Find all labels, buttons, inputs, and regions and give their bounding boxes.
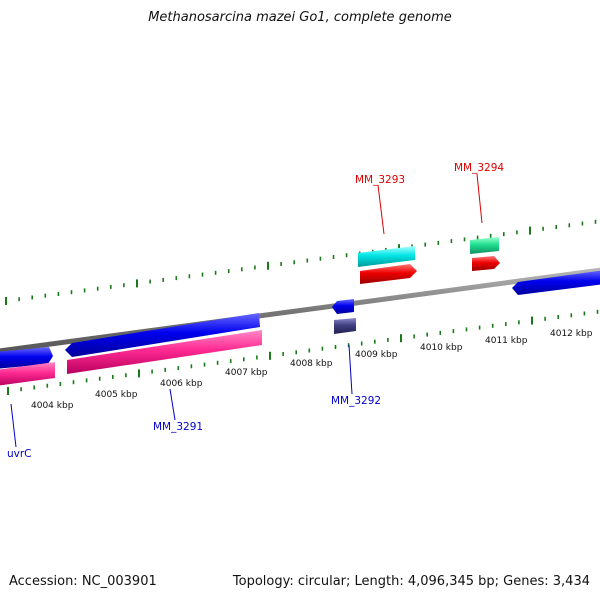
tick-label: 4010 kbp — [420, 343, 463, 353]
cds-reverse-4012 — [512, 270, 600, 295]
tick-labels: 4004 kbp 4005 kbp 4006 kbp 4007 kbp 4008 kbp… — [31, 329, 593, 411]
tick-label: 4004 kbp — [31, 401, 74, 411]
tick-label: 4008 kbp — [290, 359, 333, 369]
rna-MM-3294 — [470, 237, 499, 254]
gene-label-uvrc: uvrC — [7, 448, 32, 460]
accession-text: Accession: NC_003901 — [9, 574, 157, 589]
tick-label: 4011 kbp — [485, 336, 528, 346]
gene-MM-3293 — [358, 246, 415, 267]
cds-MM-3291 — [65, 313, 260, 357]
tick-label: 4006 kbp — [160, 379, 203, 389]
gene-MM-3291 — [67, 330, 262, 374]
feature-MM-3292 — [334, 318, 356, 334]
gene-labels: MM_3293 MM_3294 MM_3292 MM_3291 uvrC — [7, 162, 504, 460]
outer-tick-ring — [5, 219, 597, 305]
tick-label: 4007 kbp — [225, 368, 268, 378]
tick-label: 4005 kbp — [95, 390, 138, 400]
cds-MM-3292 — [332, 299, 354, 314]
genome-summary-text: Topology: circular; Length: 4,096,345 bp… — [232, 574, 590, 589]
gene-label-mm-3294: MM_3294 — [454, 162, 504, 174]
gene-uvrC — [0, 362, 55, 386]
map-title: Methanosarcina mazei Go1, complete genom… — [148, 10, 452, 25]
tick-label: 4012 kbp — [550, 329, 593, 339]
label-leaders — [10, 173, 483, 448]
gene-label-mm-3293: MM_3293 — [355, 174, 405, 186]
gene-label-mm-3291: MM_3291 — [153, 421, 203, 433]
gene-label-mm-3292: MM_3292 — [331, 395, 381, 407]
cds-MM-3293 — [360, 264, 417, 284]
cds-uvrC — [0, 347, 53, 369]
tick-label: 4009 kbp — [355, 350, 398, 360]
cds-MM-3294 — [472, 256, 500, 271]
